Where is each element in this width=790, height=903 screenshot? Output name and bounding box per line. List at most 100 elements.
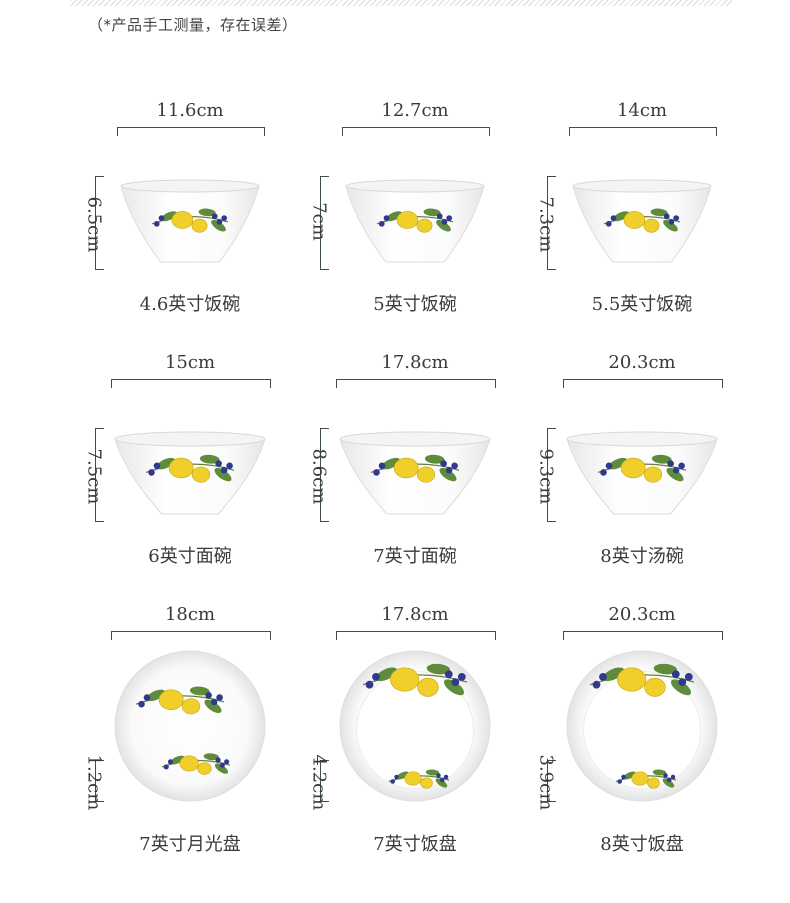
height-bracket (95, 760, 104, 802)
leaf-decoration (146, 689, 165, 702)
leaf-decoration (650, 208, 668, 217)
width-measurement: 11.6cm (156, 100, 224, 121)
product-cell: 17.8cm 8.6cm 7英寸面碗 (309, 352, 550, 612)
leaf-decoration (170, 755, 185, 765)
leaf-decoration (425, 769, 440, 776)
leaf-decoration (189, 686, 210, 696)
lemon-decoration (404, 771, 422, 786)
blueberry-decoration (451, 678, 460, 686)
height-bracket (547, 428, 556, 522)
width-measurement: 20.3cm (608, 604, 676, 625)
product-name: 6英寸面碗 (148, 546, 232, 567)
product-name: 8英寸汤碗 (600, 546, 684, 567)
leaf-decoration (161, 211, 178, 222)
lemon-decoration (179, 755, 199, 772)
blueberry-decoration (373, 469, 380, 476)
height-measurement: 1.2cm (83, 754, 105, 811)
leaf-decoration (423, 208, 441, 217)
leaf-decoration (652, 769, 667, 776)
plate-image (566, 650, 718, 802)
blueberry-decoration (451, 462, 458, 470)
product-cell: 20.3cm 3.9cm 8英寸饭盘 (536, 604, 777, 864)
blueberry-decoration (610, 215, 617, 221)
blueberry-decoration (440, 777, 445, 783)
blueberry-decoration (390, 779, 395, 784)
leaf-decoration (608, 457, 627, 470)
product-name: 7英寸月光盘 (139, 834, 241, 855)
blueberry-decoration (672, 466, 680, 474)
blueberry-decoration (215, 460, 222, 467)
plate-body (114, 650, 266, 802)
lemon-decoration (620, 457, 646, 479)
bowl-image (339, 431, 491, 515)
height-measurement: 8.6cm (308, 448, 330, 505)
blueberry-decoration (663, 213, 670, 220)
lemon-decoration (643, 466, 663, 483)
product-cell: 18cm 1.2cm 7英寸月光盘 (84, 604, 325, 864)
height-measurement: 4.2cm (308, 754, 330, 811)
leaf-decoration (203, 753, 219, 761)
lemon-decoration (417, 677, 439, 697)
blueberry-decoration (219, 762, 225, 768)
blueberry-decoration (216, 694, 223, 701)
blueberry-decoration (667, 460, 674, 467)
lemon-decoration (171, 211, 194, 229)
leaf-decoration (666, 467, 684, 482)
width-measurement: 15cm (164, 352, 216, 373)
height-bracket (320, 760, 329, 802)
blueberry-decoration (436, 213, 443, 220)
leaf-decoration (214, 467, 232, 482)
width-bracket (336, 379, 496, 388)
width-bracket (563, 631, 723, 640)
measurement-note: （*产品手工测量，存在误差） (88, 16, 298, 34)
leaf-decoration (602, 667, 625, 682)
blueberry-decoration (215, 757, 221, 763)
lemon-decoration (393, 457, 419, 479)
blueberry-decoration (138, 700, 145, 708)
leaf-decoration (436, 219, 451, 232)
bowl-rim (345, 179, 485, 193)
width-bracket (111, 379, 271, 388)
leaf-decoration (375, 667, 398, 682)
blueberry-decoration (621, 774, 626, 780)
bowl-rim (114, 431, 266, 447)
width-measurement: 18cm (164, 604, 216, 625)
blueberry-decoration (600, 469, 607, 476)
blueberry-decoration (678, 678, 687, 686)
bowl-rim (120, 179, 260, 193)
blueberry-decoration (383, 215, 390, 221)
blueberry-decoration (220, 466, 228, 474)
leaf-decoration (670, 679, 692, 696)
product-name: 5英寸饭碗 (373, 294, 457, 315)
blueberry-decoration (224, 759, 230, 765)
leaf-decoration (381, 457, 400, 470)
bowl-rim (572, 179, 712, 193)
blueberry-decoration (167, 759, 174, 765)
width-measurement: 20.3cm (608, 352, 676, 373)
bowl-image (114, 431, 266, 515)
width-bracket (342, 127, 490, 136)
height-bracket (320, 176, 329, 270)
height-measurement: 7cm (308, 202, 330, 241)
leaf-decoration (386, 211, 403, 222)
blueberry-decoration (441, 219, 448, 225)
bowl-body (114, 438, 266, 515)
product-name: 5.5英寸饭碗 (591, 294, 693, 315)
lemon-decoration (631, 771, 649, 786)
leaf-decoration (198, 208, 216, 217)
leaf-decoration (651, 454, 672, 464)
blueberry-decoration (592, 680, 601, 689)
product-cell: 17.8cm 4.2cm 7英寸饭盘 (309, 604, 550, 864)
blueberry-decoration (211, 213, 218, 220)
width-bracket (569, 127, 717, 136)
lemon-decoration (197, 762, 212, 775)
blueberry-decoration (605, 462, 613, 470)
height-measurement: 6.5cm (83, 196, 105, 253)
bowl-body (566, 438, 718, 515)
lemon-decoration (181, 698, 201, 715)
blueberry-decoration (153, 462, 161, 470)
top-divider (70, 0, 732, 6)
blueberry-decoration (163, 764, 169, 770)
blueberry-decoration (673, 215, 680, 221)
plate-image (114, 650, 266, 802)
